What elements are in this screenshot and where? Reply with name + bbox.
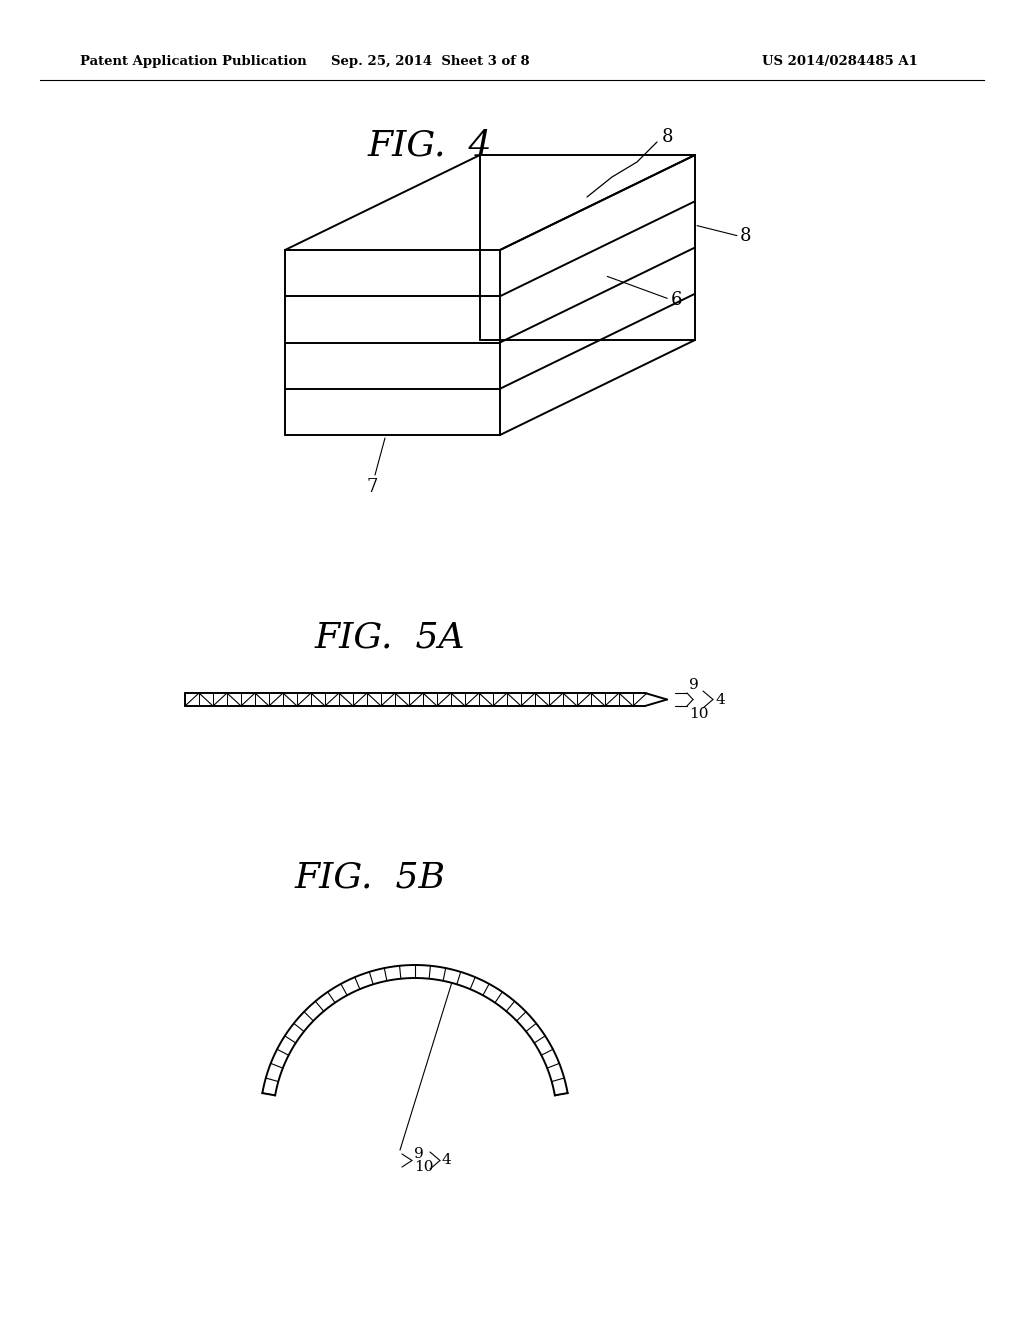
- Text: FIG.  4: FIG. 4: [368, 128, 493, 162]
- Text: 10: 10: [689, 708, 709, 721]
- Text: 8: 8: [662, 128, 674, 147]
- Text: 10: 10: [414, 1160, 433, 1173]
- Text: FIG.  5A: FIG. 5A: [314, 620, 465, 655]
- Text: 7: 7: [367, 478, 378, 496]
- Text: 4: 4: [715, 693, 725, 706]
- Text: Sep. 25, 2014  Sheet 3 of 8: Sep. 25, 2014 Sheet 3 of 8: [331, 55, 529, 69]
- Text: 6: 6: [672, 292, 683, 309]
- Text: 8: 8: [740, 227, 752, 244]
- Text: 9: 9: [414, 1147, 424, 1162]
- Text: 4: 4: [442, 1154, 452, 1167]
- Text: US 2014/0284485 A1: US 2014/0284485 A1: [762, 55, 918, 69]
- Text: FIG.  5B: FIG. 5B: [295, 861, 445, 895]
- Text: Patent Application Publication: Patent Application Publication: [80, 55, 307, 69]
- Text: 9: 9: [689, 678, 698, 692]
